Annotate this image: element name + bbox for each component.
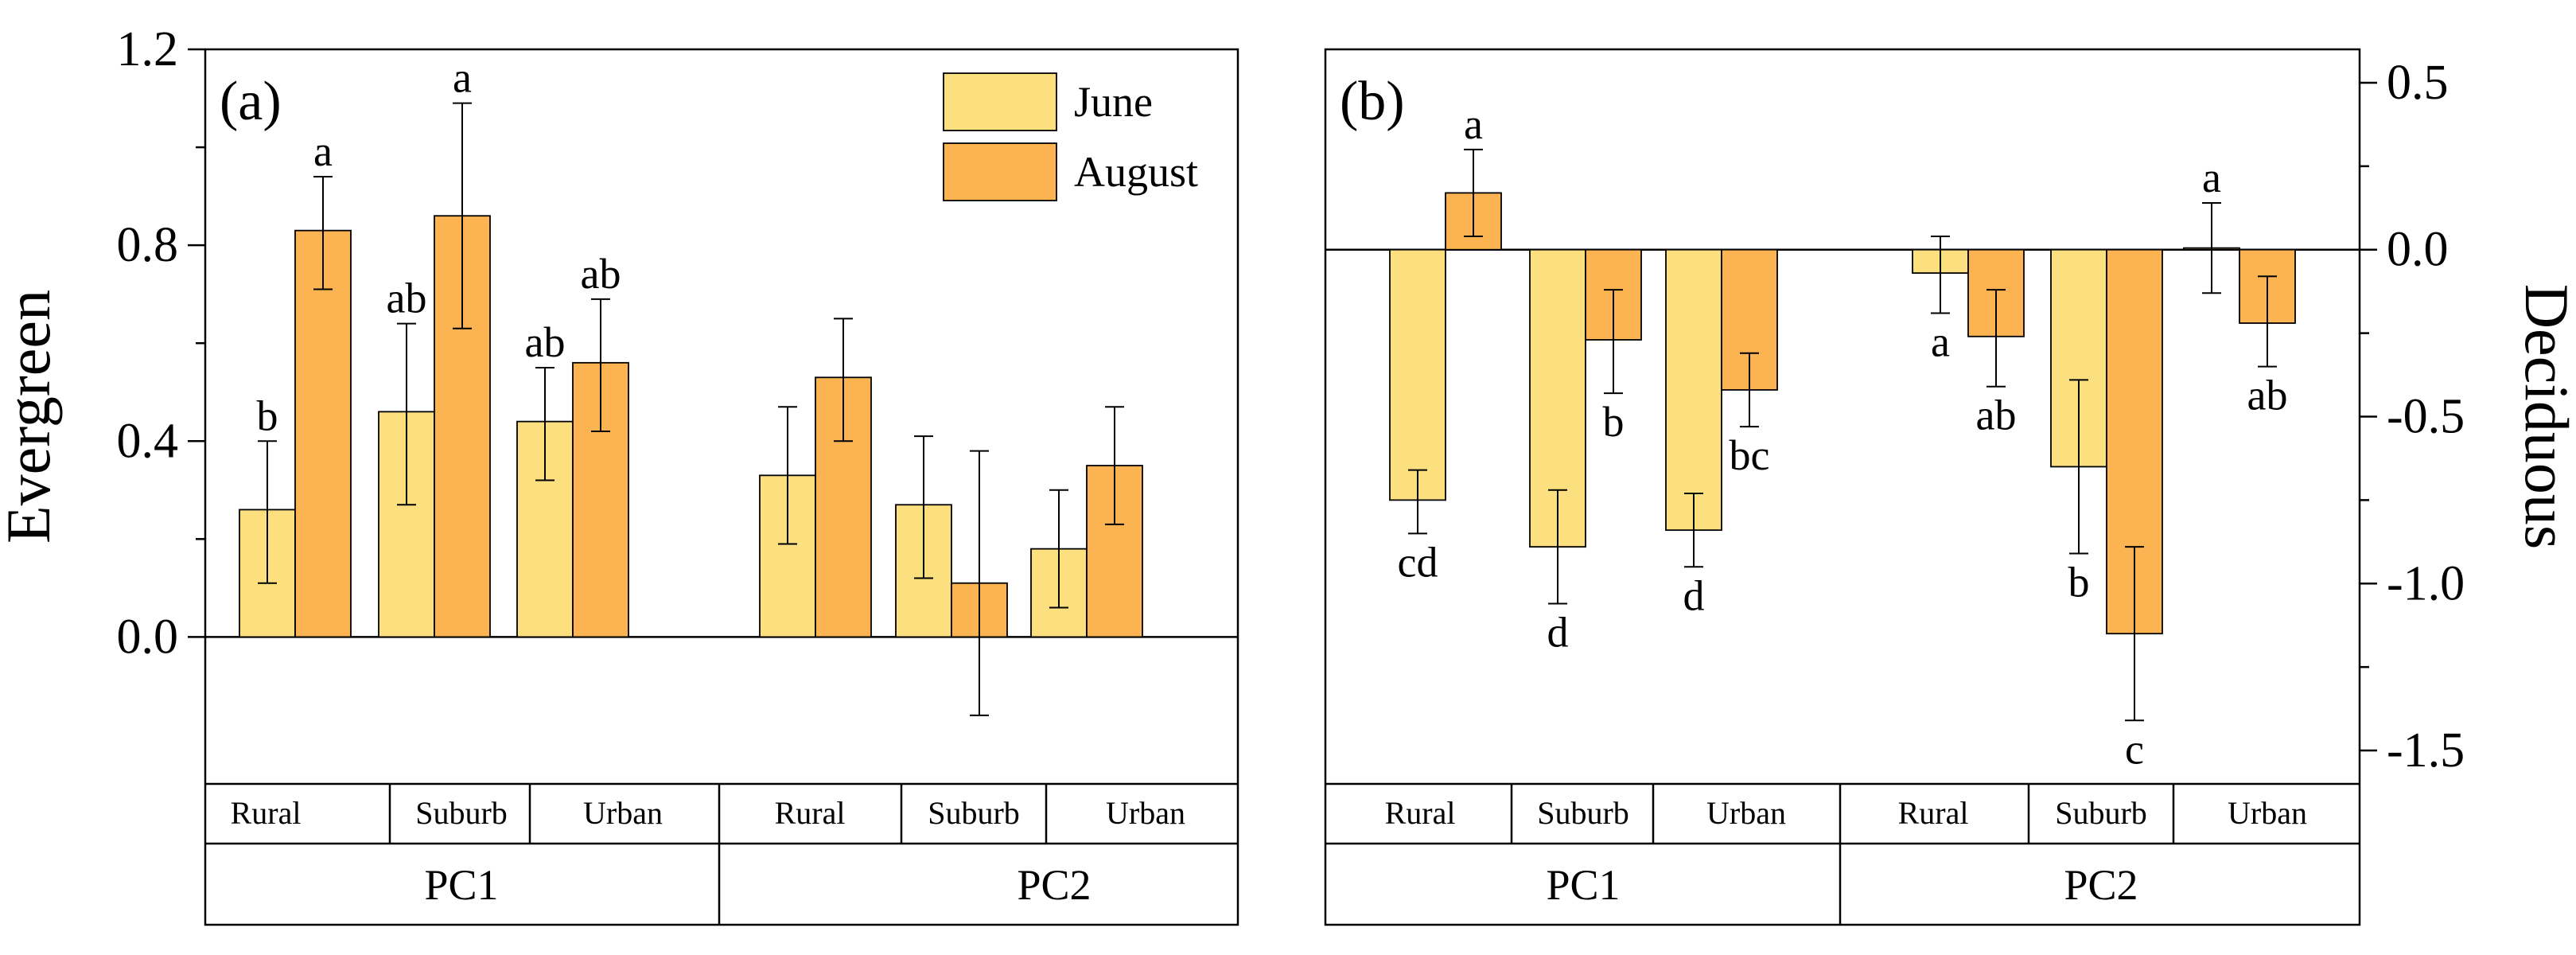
y-tick-label: -0.5 (2387, 390, 2465, 444)
bar-june-rural (1389, 248, 1446, 501)
category-label: Rural (775, 795, 846, 831)
group-label: PC2 (2064, 861, 2138, 909)
significance-letter: b (257, 392, 278, 439)
significance-letter: d (1683, 571, 1705, 619)
significance-letter: a (2202, 154, 2221, 201)
category-label: Rural (1385, 795, 1456, 831)
significance-letter: a (453, 54, 472, 102)
y-tick-label: 0.4 (117, 414, 179, 468)
legend-label: August (1074, 148, 1198, 196)
significance-letter: c (2125, 725, 2144, 773)
panel-b-deciduous: 0.5 0.0 -0.5 -1.0 -1.5 Deciduous (b) Rural Subur… (1324, 48, 2576, 926)
y-tick-label: 0.8 (117, 218, 179, 272)
group-label: PC1 (1546, 861, 1620, 909)
panel-a-evergreen: 0.0 0.4 0.8 1.2 Evergreen (a) Rural Suburb Urban… (0, 22, 1239, 926)
significance-letter: ab (2247, 372, 2288, 419)
plot-frame (204, 48, 1239, 926)
panel-label: (a) (220, 71, 282, 132)
category-label: Urban (1706, 795, 1786, 831)
legend-swatch-august (943, 142, 1057, 201)
significance-letter: ab (525, 318, 566, 366)
significance-letter: ab (581, 250, 621, 298)
y-tick-label: -1.0 (2387, 556, 2465, 610)
panel-label: (b) (1340, 71, 1405, 132)
y-tick-label: 1.2 (117, 22, 179, 76)
significance-letter: a (1464, 100, 1483, 148)
significance-letter: ab (387, 275, 427, 322)
y-tick-label: 0.0 (2387, 223, 2449, 277)
bar-august-urban (1721, 248, 1778, 391)
y-tick-label: 0.0 (117, 610, 179, 664)
group-label: PC2 (1017, 861, 1091, 909)
legend-swatch-june (943, 72, 1057, 131)
bar-august-rural (294, 229, 352, 638)
category-label: Suburb (2055, 795, 2147, 831)
plot-frame (1324, 48, 2361, 926)
legend-label: June (1074, 78, 1153, 126)
category-label: Rural (231, 795, 302, 831)
category-label: Suburb (928, 795, 1020, 831)
category-label: Rural (1898, 795, 1969, 831)
y-tick-label: 0.5 (2387, 56, 2449, 110)
bar-june-suburb (378, 411, 435, 638)
category-label: Suburb (415, 795, 508, 831)
category-label: Urban (2228, 795, 2307, 831)
category-label: Urban (583, 795, 663, 831)
y-axis-label: Evergreen (0, 290, 63, 544)
significance-letter: a (313, 127, 333, 175)
significance-letter: b (1603, 398, 1625, 446)
significance-letter: ab (1976, 392, 2017, 439)
significance-letter: bc (1730, 431, 1770, 479)
y-tick-label: -1.5 (2387, 723, 2465, 778)
significance-letter: d (1547, 608, 1569, 656)
group-label: PC1 (424, 861, 498, 909)
bar-june-urban (1665, 248, 1722, 532)
significance-letter: b (2068, 559, 2090, 606)
significance-letter: cd (1398, 538, 1438, 586)
y-axis-label: Deciduous (2512, 284, 2576, 550)
category-label: Suburb (1537, 795, 1629, 831)
significance-letter: a (1931, 318, 1950, 365)
category-label: Urban (1106, 795, 1185, 831)
